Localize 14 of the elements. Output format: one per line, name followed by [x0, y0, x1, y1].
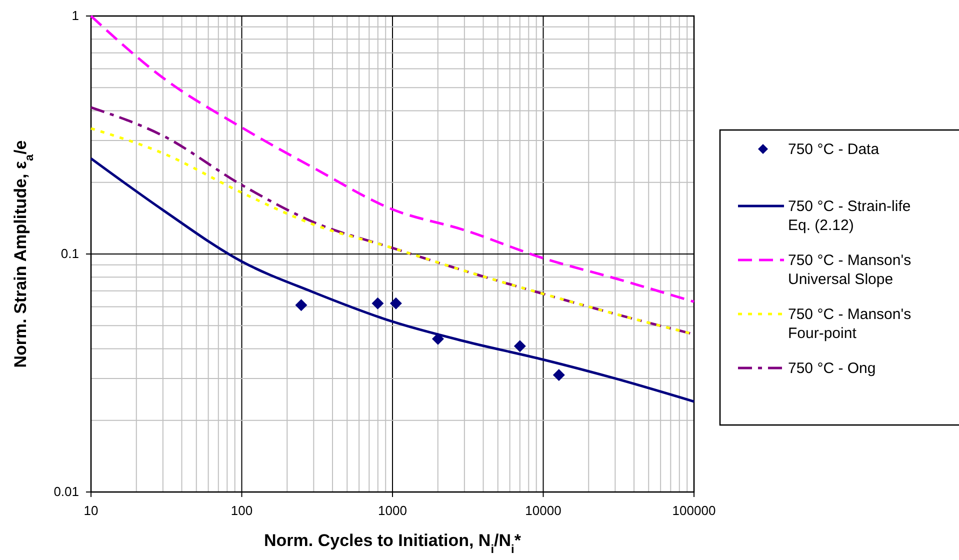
legend-label: 750 °C - Manson's Universal Slope: [788, 252, 912, 288]
x-tick-label: 100000: [672, 503, 716, 518]
legend-label: 750 °C - Data: [788, 141, 880, 158]
legend-label: 750 °C - Strain-life Eq. (2.12): [788, 198, 911, 234]
x-tick-label: 100: [230, 503, 253, 518]
x-tick-label: 1000: [378, 503, 407, 518]
y-tick-label: 0.1: [60, 246, 79, 261]
x-tick-label: 10: [84, 503, 98, 518]
legend-label: 750 °C - Ong: [788, 360, 876, 377]
x-tick-label: 10000: [525, 503, 562, 518]
y-tick-label: 0.01: [54, 484, 79, 499]
legend-label: 750 °C - Manson's Four-point: [788, 306, 912, 342]
y-tick-label: 1: [72, 8, 79, 23]
x-axis-title: Norm. Cycles to Initiation, N$_{i}$/N$_{i}$*: [264, 531, 522, 556]
